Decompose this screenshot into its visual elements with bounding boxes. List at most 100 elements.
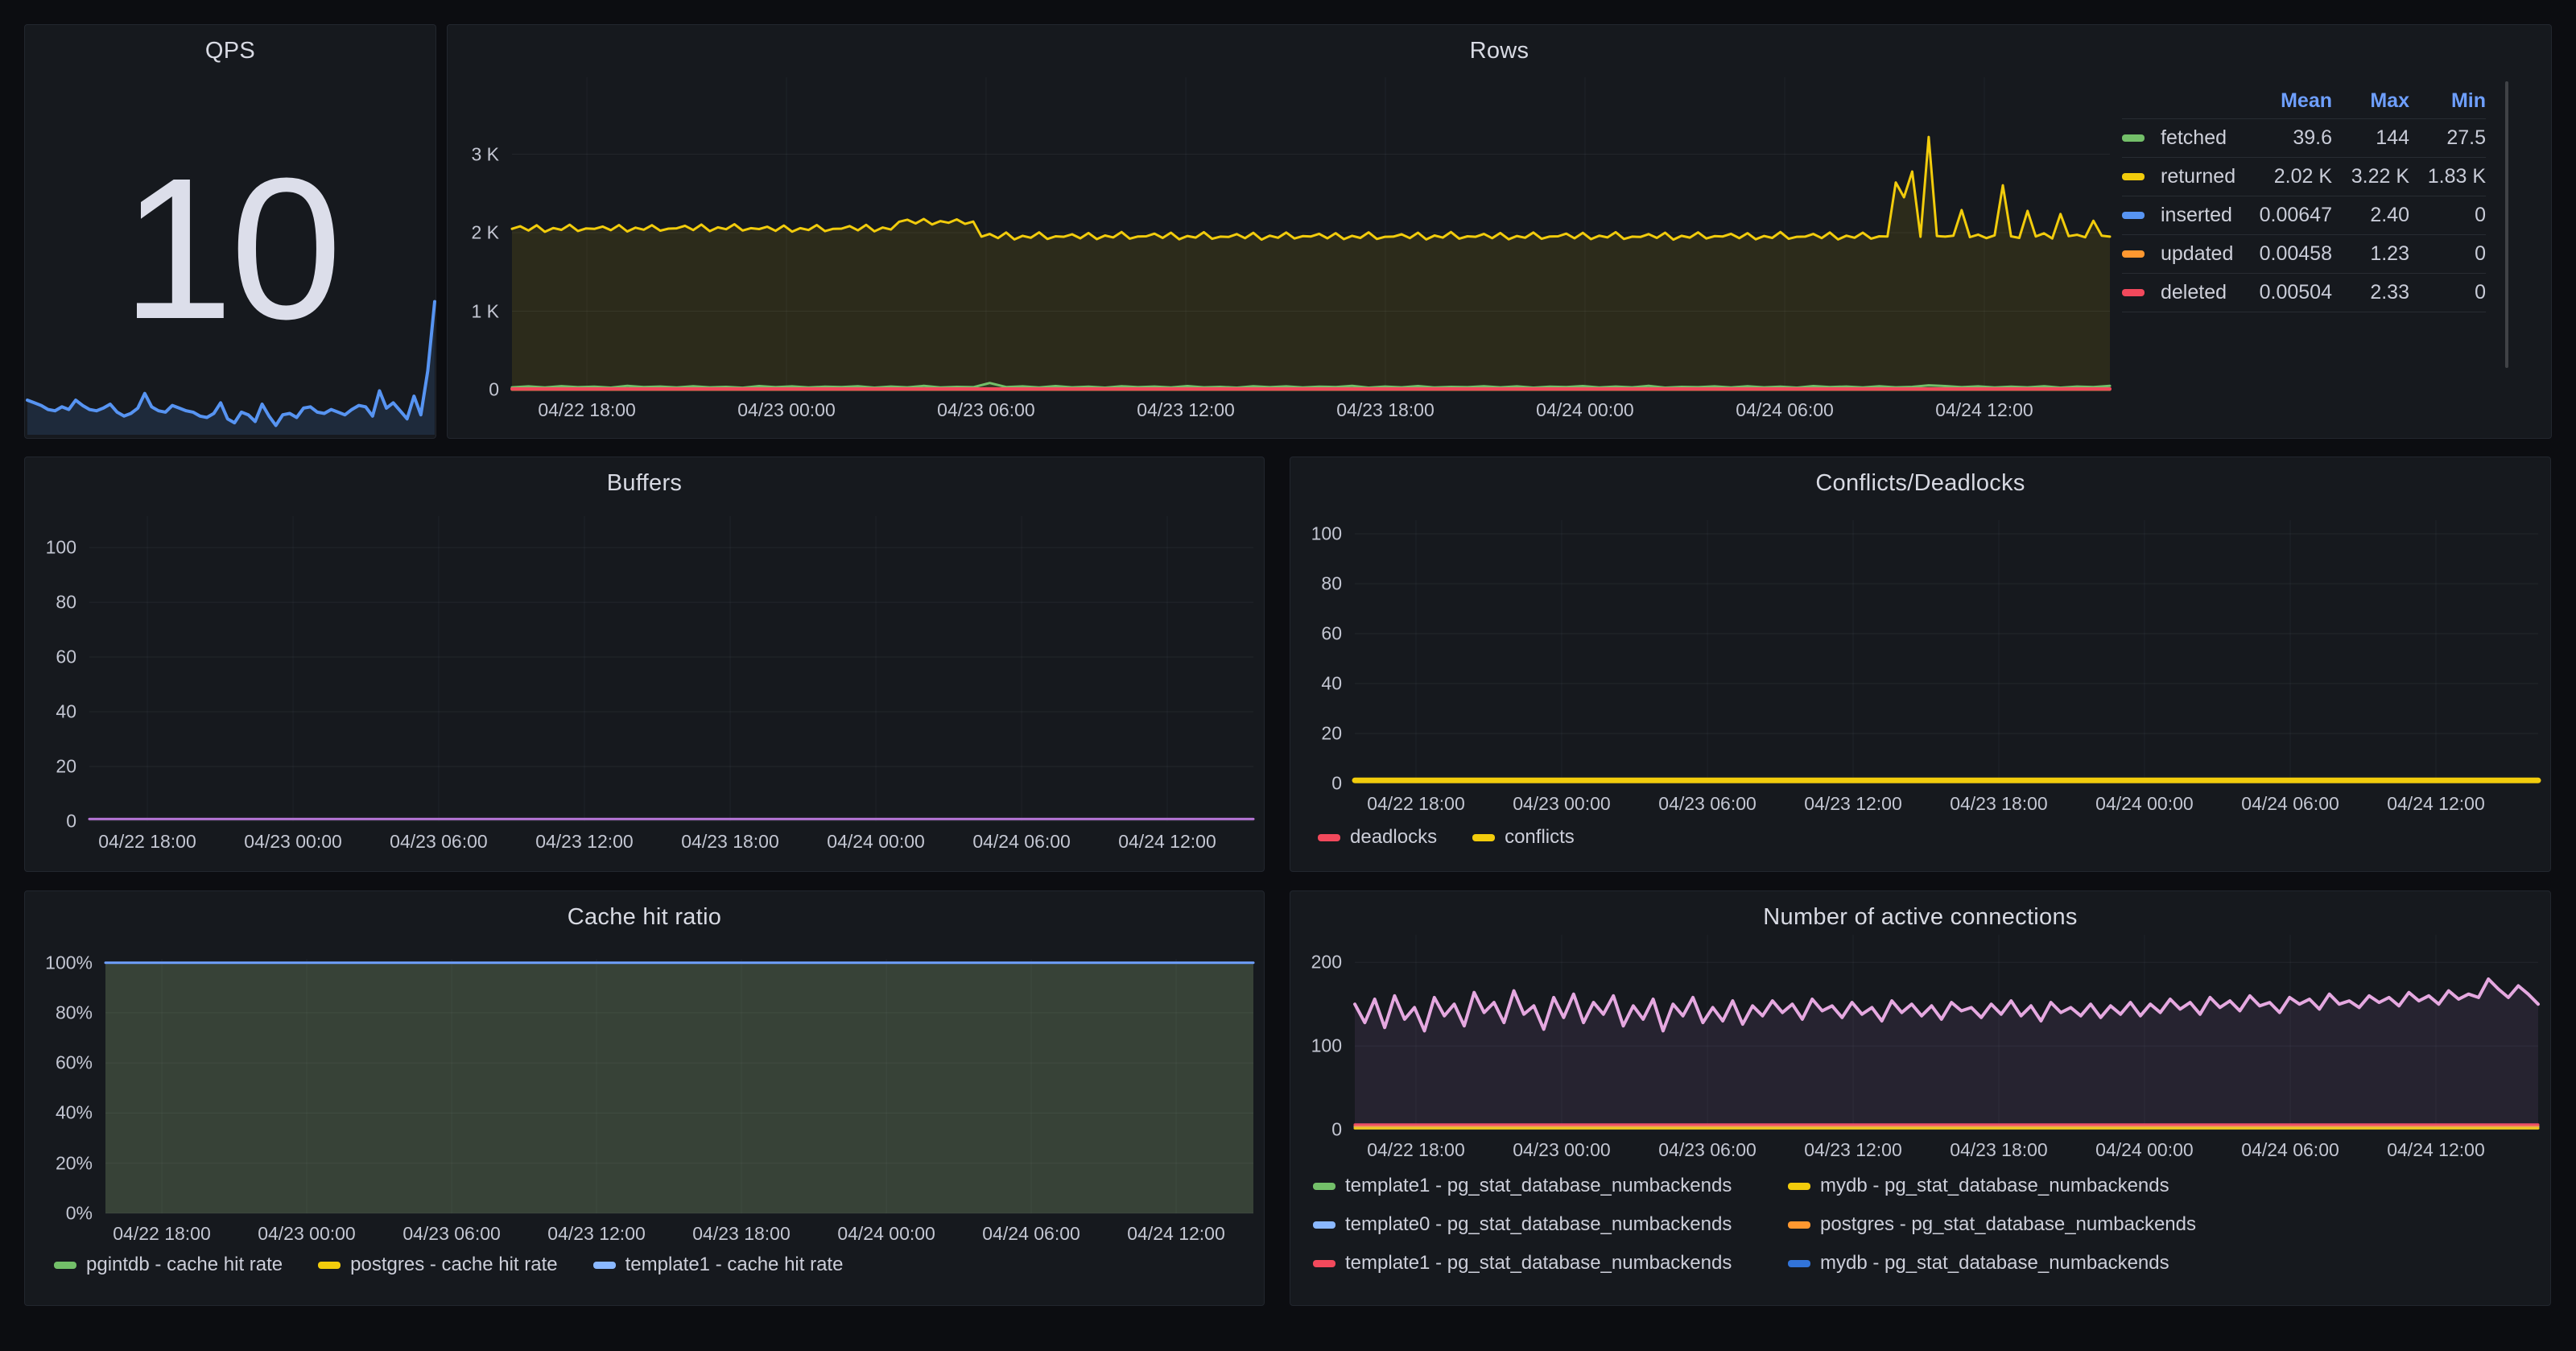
- legend-max-value: 144: [2376, 126, 2409, 149]
- y-tick-label: 60%: [55, 1051, 93, 1073]
- legend-swatch: [2122, 134, 2145, 142]
- legend-header-max[interactable]: Max: [2370, 89, 2409, 112]
- legend-item[interactable]: mydb - pg_stat_database_numbackends: [1788, 1175, 2196, 1197]
- x-tick-label: 04/23 12:00: [1804, 1139, 1902, 1160]
- x-tick-label: 04/23 18:00: [1950, 1139, 2048, 1160]
- x-tick-label: 04/23 00:00: [737, 399, 836, 420]
- legend-max-value: 1.23: [2370, 242, 2409, 265]
- legend-label: conflicts: [1505, 826, 1575, 848]
- y-tick-label: 20%: [55, 1152, 93, 1174]
- legend-swatch: [318, 1261, 341, 1269]
- x-tick-label: 04/23 18:00: [692, 1223, 791, 1244]
- legend-min-value: 0: [2475, 204, 2486, 226]
- legend-item[interactable]: pgintdb - cache hit rate: [54, 1254, 283, 1276]
- legend-header-min[interactable]: Min: [2450, 89, 2486, 112]
- x-tick-label: 04/24 00:00: [2095, 793, 2194, 814]
- y-tick-label: 20: [1321, 722, 1342, 744]
- connections-panel: Number of active connections 0 100 200 04/2…: [1290, 890, 2551, 1306]
- legend-row-deleted[interactable]: deleted 0.00504 2.33 0: [2122, 274, 2486, 312]
- legend-row-returned[interactable]: returned 2.02 K 3.22 K 1.83 K: [2122, 158, 2486, 196]
- x-tick-label: 04/23 06:00: [1658, 793, 1757, 814]
- y-tick-label: 100: [1311, 523, 1342, 544]
- legend-item[interactable]: mydb - pg_stat_database_numbackends: [1788, 1252, 2196, 1275]
- legend-swatch: [1788, 1221, 1810, 1229]
- x-tick-label: 04/23 12:00: [547, 1223, 646, 1244]
- x-tick-label: 04/24 06:00: [2241, 1139, 2339, 1160]
- legend-max-value: 2.40: [2370, 204, 2409, 226]
- y-tick-label: 3 K: [471, 143, 499, 165]
- x-tick-label: 04/23 18:00: [1950, 793, 2048, 814]
- legend-swatch: [2122, 211, 2145, 219]
- legend-row-updated[interactable]: updated 0.00458 1.23 0: [2122, 235, 2486, 274]
- legend-min-value: 27.5: [2446, 126, 2486, 149]
- x-tick-label: 04/23 00:00: [1513, 793, 1611, 814]
- legend-row-fetched[interactable]: fetched 39.6 144 27.5: [2122, 119, 2486, 158]
- legend-scrollbar[interactable]: [2505, 81, 2508, 368]
- y-tick-label: 80: [56, 591, 76, 613]
- legend-swatch: [1788, 1182, 1810, 1190]
- legend-label: pgintdb - cache hit rate: [86, 1254, 283, 1275]
- connections-chart: 0 100 200 04/22 18:00 04/23 00:00 04/23 06:00…: [1311, 935, 2540, 1160]
- x-tick-label: 04/22 18:00: [1367, 1139, 1465, 1160]
- y-tick-label: 0: [66, 810, 76, 832]
- legend-item[interactable]: template1 - pg_stat_database_numbackends: [1313, 1252, 1788, 1275]
- y-tick-label: 60: [56, 646, 76, 667]
- legend-swatch: [2122, 172, 2145, 180]
- x-tick-label: 04/24 12:00: [1935, 399, 2033, 420]
- legend-item[interactable]: postgres - cache hit rate: [318, 1254, 558, 1276]
- y-tick-label: 100: [45, 536, 76, 558]
- rows-legend-header: Mean Max Min: [2122, 83, 2486, 119]
- y-tick-label: 200: [1311, 951, 1342, 973]
- legend-header-mean[interactable]: Mean: [2281, 89, 2332, 112]
- y-tick-label: 80: [1321, 572, 1342, 594]
- cache-chart: 0% 20% 40% 60% 80% 100% 04/22 18:00 04/23 00:00…: [45, 952, 1255, 1244]
- legend-swatch: [1313, 1259, 1335, 1267]
- x-tick-label: 04/22 18:00: [1367, 793, 1465, 814]
- conflicts-panel: Conflicts/Deadlocks 0 20 40 60 80 100 04/22 18…: [1290, 457, 2551, 872]
- legend-row-inserted[interactable]: inserted 0.00647 2.40 0: [2122, 196, 2486, 235]
- legend-min-value: 0: [2475, 242, 2486, 265]
- y-tick-label: 80%: [55, 1002, 93, 1023]
- x-tick-label: 04/24 06:00: [982, 1223, 1080, 1244]
- panel-title-qps: QPS: [204, 38, 256, 64]
- x-tick-label: 04/24 00:00: [1536, 399, 1634, 420]
- legend-mean-value: 0.00458: [2259, 242, 2332, 265]
- x-tick-label: 04/23 18:00: [681, 831, 779, 852]
- legend-mean-value: 0.00647: [2259, 204, 2332, 226]
- conflicts-legend: deadlocks conflicts: [1318, 826, 1575, 849]
- buffers-panel: Buffers 0 20 40 60 80 100 04/22 18:00 04/23 00:…: [24, 457, 1265, 872]
- legend-label: mydb - pg_stat_database_numbackends: [1820, 1175, 2169, 1196]
- legend-item[interactable]: deadlocks: [1318, 826, 1437, 849]
- x-tick-label: 04/24 12:00: [1118, 831, 1216, 852]
- panel-title-cache: Cache hit ratio: [567, 904, 722, 930]
- x-tick-label: 04/23 12:00: [535, 831, 634, 852]
- y-tick-label: 0%: [65, 1202, 93, 1224]
- legend-swatch: [1313, 1182, 1335, 1190]
- legend-label: template0 - pg_stat_database_numbackends: [1345, 1213, 1732, 1235]
- y-tick-label: 20: [56, 755, 76, 777]
- legend-item[interactable]: template0 - pg_stat_database_numbackends: [1313, 1213, 1788, 1236]
- panel-title-connections: Number of active connections: [1763, 904, 2078, 930]
- legend-item[interactable]: conflicts: [1472, 826, 1575, 849]
- x-tick-label: 04/23 00:00: [1513, 1139, 1611, 1160]
- legend-label: template1 - cache hit rate: [625, 1254, 844, 1275]
- rows-panel: Rows 0 1 K 2 K 3 K 04/22 18:00 04/23 00:00 04/…: [447, 24, 2552, 439]
- cache-panel: Cache hit ratio 0% 20% 40% 60% 80% 100% 04/22 …: [24, 890, 1265, 1306]
- qps-sparkline: [26, 296, 436, 435]
- legend-label: template1 - pg_stat_database_numbackends: [1345, 1252, 1732, 1274]
- x-tick-label: 04/23 06:00: [937, 399, 1035, 420]
- legend-mean-value: 39.6: [2293, 126, 2332, 149]
- y-tick-label: 100: [1311, 1035, 1342, 1056]
- legend-item[interactable]: template1 - pg_stat_database_numbackends: [1313, 1175, 1788, 1197]
- legend-item[interactable]: template1 - cache hit rate: [592, 1254, 844, 1276]
- x-tick-label: 04/24 12:00: [2387, 1139, 2485, 1160]
- y-tick-label: 2 K: [471, 221, 499, 243]
- legend-min-value: 0: [2475, 281, 2486, 304]
- y-tick-label: 40: [56, 700, 76, 722]
- x-tick-label: 04/23 06:00: [1658, 1139, 1757, 1160]
- legend-label: deadlocks: [1350, 826, 1438, 848]
- legend-label: deleted: [2161, 281, 2227, 304]
- legend-item[interactable]: postgres - pg_stat_database_numbackends: [1788, 1213, 2196, 1236]
- x-tick-label: 04/22 18:00: [113, 1223, 211, 1244]
- x-tick-label: 04/23 00:00: [244, 831, 342, 852]
